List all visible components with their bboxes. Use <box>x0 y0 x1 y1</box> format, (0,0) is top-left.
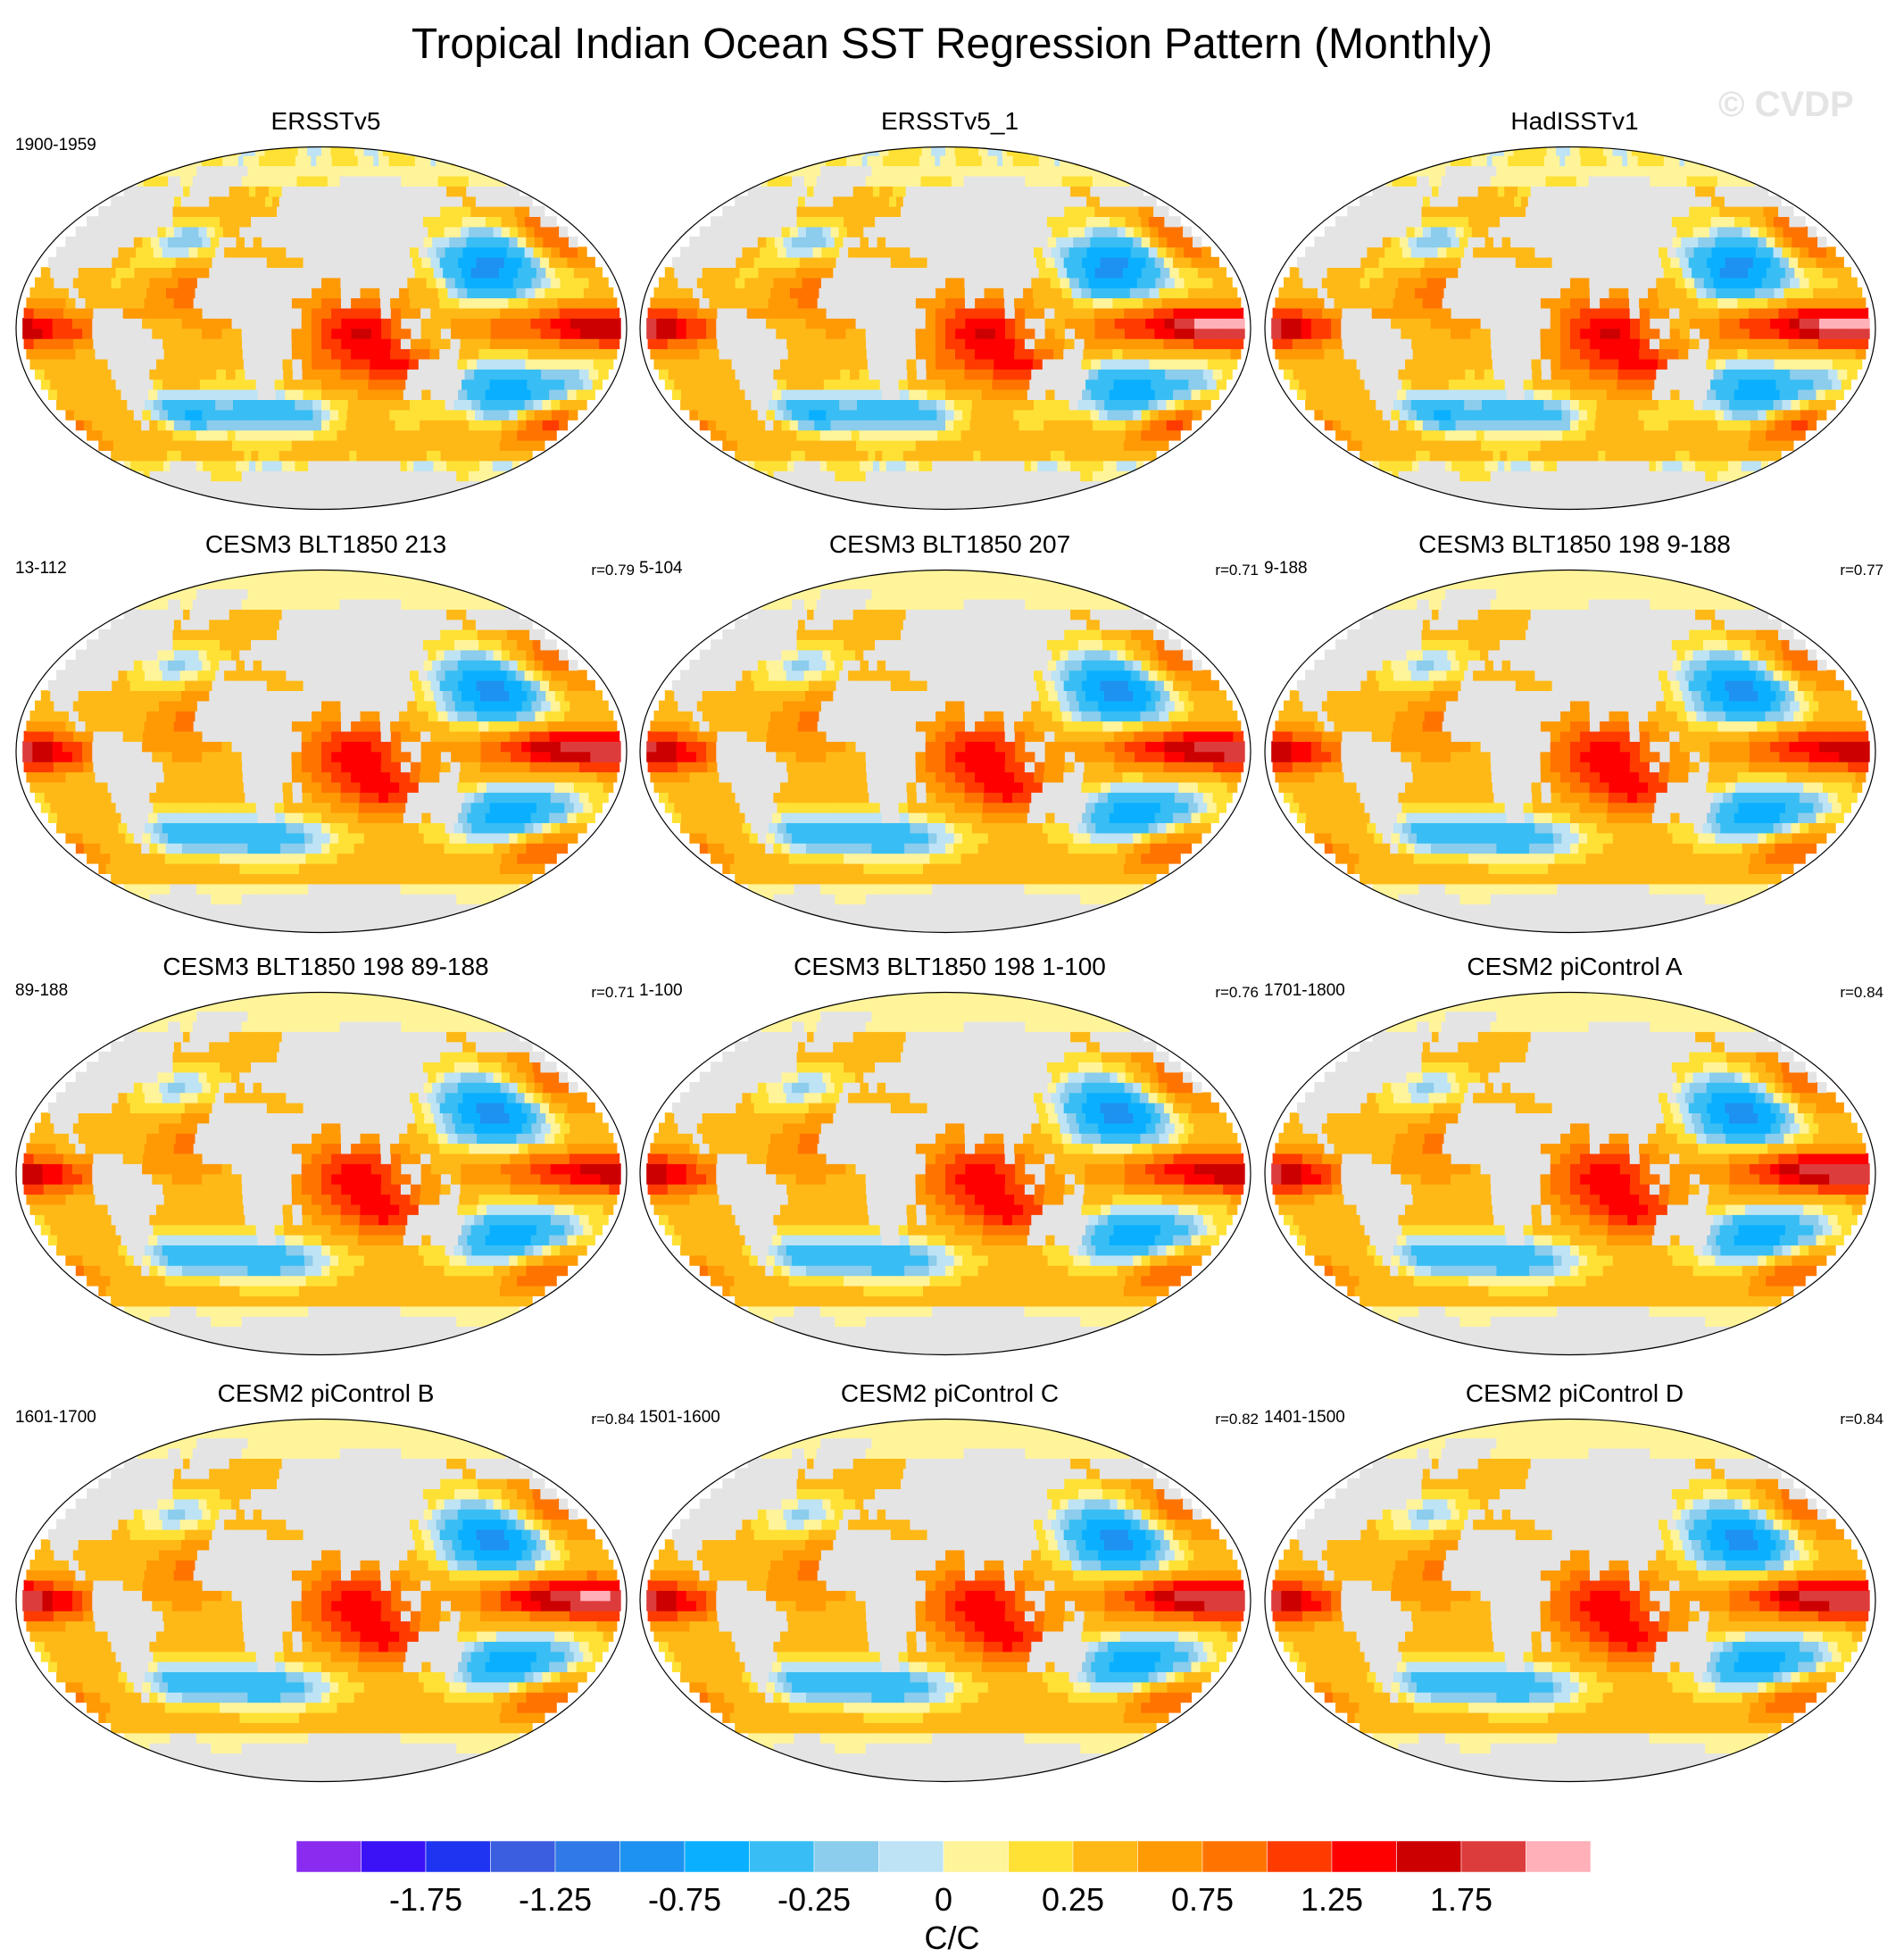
sst-regression-map <box>13 566 629 937</box>
colorbar-swatch <box>1526 1841 1592 1872</box>
panel-title: CESM2 piControl D <box>1262 1379 1887 1408</box>
colorbar-tick-label: -1.75 <box>389 1881 462 1918</box>
map-field-cells <box>646 991 1244 1358</box>
colorbar-swatch <box>814 1841 879 1872</box>
map-field-cells <box>646 569 1244 936</box>
colorbar-tick-label: 1.25 <box>1301 1881 1363 1918</box>
colorbar-swatch <box>685 1841 750 1872</box>
map-field-cells <box>22 991 621 1358</box>
colorbar-swatch <box>1202 1841 1268 1872</box>
colorbar-swatch <box>491 1841 556 1872</box>
colorbar-tick-label: 1.75 <box>1430 1881 1492 1918</box>
sst-regression-map <box>13 143 629 513</box>
map-field-cells <box>646 146 1244 512</box>
panel-title: CESM2 piControl C <box>637 1379 1262 1408</box>
sst-regression-map <box>637 988 1253 1359</box>
colorbar-swatch <box>620 1841 686 1872</box>
colorbar-swatch <box>1073 1841 1138 1872</box>
sst-regression-map <box>13 1415 629 1786</box>
map-field-cells <box>22 1418 621 1785</box>
panel-title: HadISSTv1 <box>1262 107 1887 136</box>
sst-regression-map <box>637 143 1253 513</box>
colorbar-swatch <box>362 1841 427 1872</box>
colorbar-swatch <box>944 1841 1009 1872</box>
colorbar-tick-label: -1.25 <box>519 1881 592 1918</box>
panel-title: CESM3 BLT1850 207 <box>637 530 1262 559</box>
map-field-cells <box>22 569 621 936</box>
colorbar-tick-label: -0.25 <box>777 1881 851 1918</box>
colorbar-swatch <box>879 1841 944 1872</box>
panel-title: ERSSTv5_1 <box>637 107 1262 136</box>
sst-regression-map <box>1262 988 1878 1359</box>
map-field-cells <box>1271 991 1870 1358</box>
sst-regression-map <box>637 1415 1253 1786</box>
colorbar-swatch <box>1138 1841 1203 1872</box>
colorbar-swatch <box>750 1841 815 1872</box>
panel-title: ERSSTv5 <box>13 107 638 136</box>
colorbar-swatch <box>1461 1841 1526 1872</box>
colorbar-swatch <box>1397 1841 1462 1872</box>
map-field-cells <box>1271 1418 1870 1785</box>
map-panel: ERSSTv5_1 <box>637 107 1262 527</box>
map-field-cells <box>1271 146 1870 512</box>
panel-title: CESM3 BLT1850 198 89-188 <box>13 953 638 981</box>
panel-title: CESM3 BLT1850 198 1-100 <box>637 953 1262 981</box>
sst-regression-map <box>637 566 1253 937</box>
colorbar-tick-label: -0.75 <box>648 1881 721 1918</box>
colorbar-tick-label: 0.75 <box>1171 1881 1234 1918</box>
panel-title: CESM3 BLT1850 213 <box>13 530 638 559</box>
panel-title: CESM2 piControl A <box>1262 953 1887 981</box>
colorbar-swatch <box>426 1841 491 1872</box>
sst-regression-map <box>1262 143 1878 513</box>
map-field-cells <box>22 146 621 512</box>
sst-regression-map <box>1262 566 1878 937</box>
colorbar-swatch <box>1268 1841 1333 1872</box>
colorbar-swatch <box>1332 1841 1397 1872</box>
panel-title: CESM3 BLT1850 198 9-188 <box>1262 530 1887 559</box>
panel-title: CESM2 piControl B <box>13 1379 638 1408</box>
colorbar-swatch <box>1009 1841 1074 1872</box>
colorbar-tick-label: 0.25 <box>1042 1881 1104 1918</box>
figure-title: Tropical Indian Ocean SST Regression Pat… <box>0 20 1904 69</box>
map-field-cells <box>1271 569 1870 936</box>
colorbar-swatch <box>296 1841 362 1872</box>
colorbar-tick-label: 0 <box>935 1881 952 1918</box>
map-field-cells <box>646 1418 1244 1785</box>
colorbar-unit-label: C/C <box>0 1920 1904 1957</box>
sst-regression-map <box>13 988 629 1359</box>
sst-regression-map <box>1262 1415 1878 1786</box>
colorbar: -1.75 -1.25 -0.75 -0.25 0 0.25 0.75 1.25 1.75 <box>295 1839 1607 1920</box>
colorbar-swatch <box>555 1841 620 1872</box>
map-panel: HadISSTv1 <box>1262 107 1887 527</box>
